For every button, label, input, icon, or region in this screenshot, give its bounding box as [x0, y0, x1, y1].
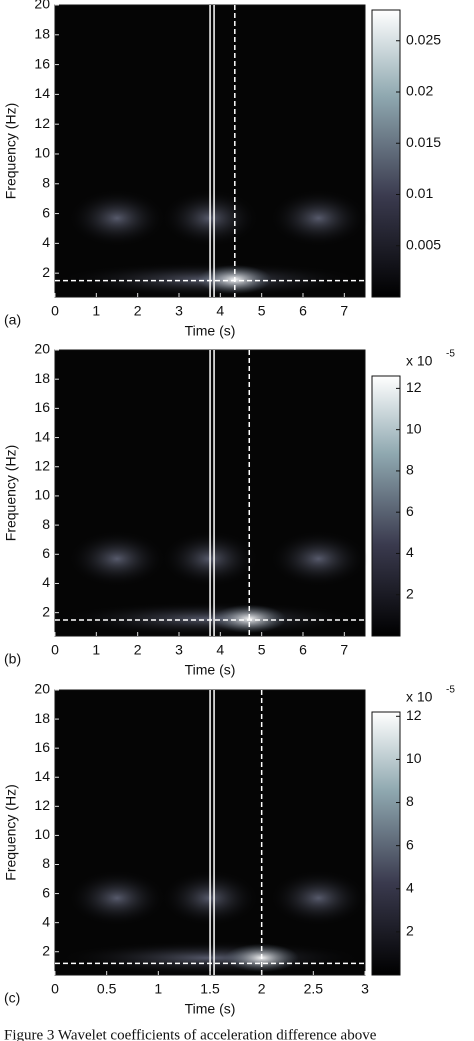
panel-label: (a) [4, 312, 21, 328]
y-axis-label: Frequency (Hz) [3, 103, 19, 199]
colorbar-tick-label: 8 [406, 793, 414, 809]
x-tick-label: 5 [258, 642, 266, 658]
x-tick-label: 1 [92, 642, 100, 658]
x-tick-label: 7 [340, 303, 348, 319]
y-tick-label: 8 [42, 855, 50, 871]
colorbar-tick-label: 4 [406, 879, 414, 895]
colorbar-scale-exponent: -5 [446, 685, 455, 696]
y-tick-label: 4 [42, 234, 50, 250]
x-tick-label: 4 [216, 303, 224, 319]
heatmap-texture [67, 869, 167, 927]
y-tick-label: 2 [42, 264, 50, 280]
colorbar-tick-label: 10 [406, 750, 422, 766]
x-tick-label: 2.5 [304, 981, 324, 997]
y-tick-label: 4 [42, 913, 50, 929]
x-tick-label: 6 [299, 642, 307, 658]
colorbar-tick-label: 6 [406, 503, 414, 519]
colorbar [371, 711, 401, 976]
colorbar [371, 375, 401, 637]
colorbar-tick-label: 2 [406, 923, 414, 939]
colorbar-tick-label: 12 [406, 379, 422, 395]
y-tick-label: 16 [34, 55, 50, 71]
y-tick-label: 10 [34, 145, 50, 161]
x-tick-label: 1 [92, 303, 100, 319]
colorbar-tick-label: 4 [406, 544, 414, 560]
y-tick-label: 10 [34, 487, 50, 503]
y-tick-label: 2 [42, 603, 50, 619]
x-tick-label: 4 [216, 642, 224, 658]
colorbar-tick-label: 0.01 [406, 185, 433, 201]
y-tick-label: 20 [34, 0, 50, 12]
colorbar-tick-label: 0.015 [406, 134, 441, 150]
colorbar-scale-base: x 10 [406, 353, 433, 369]
colorbar-tick-label: 2 [406, 585, 414, 601]
x-tick-label: 0 [51, 642, 59, 658]
x-axis-label: Time (s) [185, 1001, 236, 1017]
colorbar-tick-label: 12 [406, 707, 422, 723]
y-tick-label: 14 [34, 85, 50, 101]
colorbar-tick-label: 6 [406, 836, 414, 852]
y-tick-label: 20 [34, 681, 50, 697]
x-tick-label: 1.5 [200, 981, 220, 997]
y-tick-label: 18 [34, 710, 50, 726]
x-tick-label: 3 [175, 642, 183, 658]
y-tick-label: 6 [42, 204, 50, 220]
panel-label: (b) [4, 651, 21, 667]
colorbar-scale-exponent: -5 [446, 349, 455, 360]
x-tick-label: 0.5 [97, 981, 117, 997]
y-tick-label: 12 [34, 797, 50, 813]
x-axis-label: Time (s) [185, 323, 236, 339]
x-tick-label: 6 [299, 303, 307, 319]
heatmap-texture [67, 188, 167, 248]
colorbar [371, 9, 401, 298]
y-tick-label: 12 [34, 115, 50, 131]
y-tick-label: 10 [34, 826, 50, 842]
y-tick-label: 16 [34, 399, 50, 415]
colorbar-tick-label: 0.025 [406, 31, 441, 47]
y-tick-label: 8 [42, 174, 50, 190]
x-tick-label: 2 [258, 981, 266, 997]
y-tick-label: 14 [34, 428, 50, 444]
colorbar-tick-label: 0.005 [406, 236, 441, 252]
colorbar-tick-label: 10 [406, 420, 422, 436]
y-tick-label: 18 [34, 370, 50, 386]
y-tick-label: 20 [34, 341, 50, 357]
y-tick-label: 18 [34, 25, 50, 41]
heatmap-texture [268, 869, 369, 927]
y-tick-label: 16 [34, 739, 50, 755]
panel-label: (c) [4, 990, 20, 1006]
y-tick-label: 2 [42, 942, 50, 958]
y-tick-label: 6 [42, 884, 50, 900]
y-tick-label: 8 [42, 516, 50, 532]
heatmap-texture [268, 188, 369, 248]
y-axis-label: Frequency (Hz) [3, 784, 19, 880]
x-tick-label: 2 [134, 642, 142, 658]
x-tick-label: 0 [51, 303, 59, 319]
colorbar-tick-label: 8 [406, 462, 414, 478]
y-tick-label: 6 [42, 545, 50, 561]
x-tick-label: 1 [154, 981, 162, 997]
x-tick-label: 3 [361, 981, 369, 997]
y-tick-label: 12 [34, 457, 50, 473]
caption: Figure 3 Wavelet coefficients of acceler… [4, 1027, 377, 1041]
colorbar-tick-label: 0.02 [406, 83, 433, 99]
x-tick-label: 7 [340, 642, 348, 658]
x-tick-label: 3 [175, 303, 183, 319]
colorbar-scale-base: x 10 [406, 689, 433, 705]
y-axis-label: Frequency (Hz) [3, 445, 19, 541]
x-tick-label: 2 [134, 303, 142, 319]
y-tick-label: 4 [42, 574, 50, 590]
x-tick-label: 0 [51, 981, 59, 997]
x-tick-label: 5 [258, 303, 266, 319]
x-axis-label: Time (s) [185, 662, 236, 678]
heatmap-texture [268, 530, 369, 588]
y-tick-label: 14 [34, 768, 50, 784]
heatmap-texture [67, 530, 167, 588]
